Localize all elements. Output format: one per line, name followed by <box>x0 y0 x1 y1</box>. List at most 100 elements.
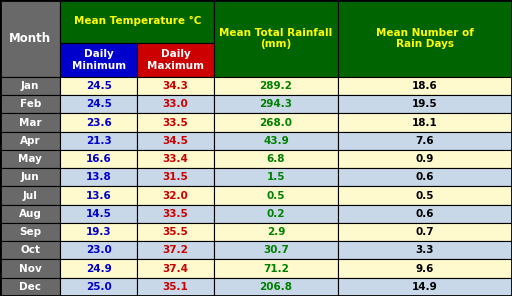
Text: 14.5: 14.5 <box>86 209 112 219</box>
Bar <box>214 205 338 223</box>
Text: Nov: Nov <box>19 264 41 274</box>
Text: Jun: Jun <box>21 172 39 182</box>
Text: 33.0: 33.0 <box>163 99 188 109</box>
Text: 31.5: 31.5 <box>163 172 188 182</box>
Text: 9.6: 9.6 <box>416 264 434 274</box>
Bar <box>60 223 137 241</box>
Text: 33.5: 33.5 <box>163 209 188 219</box>
Bar <box>214 95 338 113</box>
Bar <box>137 77 214 95</box>
Bar <box>0 186 60 205</box>
Bar <box>60 77 137 95</box>
Text: 37.2: 37.2 <box>163 245 188 255</box>
Text: 1.5: 1.5 <box>267 172 285 182</box>
Text: Feb: Feb <box>19 99 41 109</box>
Text: 13.8: 13.8 <box>86 172 112 182</box>
Text: Oct: Oct <box>20 245 40 255</box>
Bar <box>137 186 214 205</box>
Text: 0.5: 0.5 <box>416 191 434 201</box>
Bar <box>214 223 338 241</box>
Text: 206.8: 206.8 <box>260 282 292 292</box>
Bar <box>137 168 214 186</box>
Text: 25.0: 25.0 <box>86 282 112 292</box>
Bar <box>214 0 338 77</box>
Text: 0.6: 0.6 <box>416 209 434 219</box>
Text: 18.1: 18.1 <box>412 118 438 128</box>
Text: 0.5: 0.5 <box>267 191 285 201</box>
Text: 21.3: 21.3 <box>86 136 112 146</box>
Text: 0.2: 0.2 <box>267 209 285 219</box>
Text: 16.6: 16.6 <box>86 154 112 164</box>
Text: 19.3: 19.3 <box>86 227 112 237</box>
Text: 35.1: 35.1 <box>163 282 188 292</box>
Text: Apr: Apr <box>20 136 40 146</box>
Text: 34.5: 34.5 <box>163 136 188 146</box>
Bar <box>0 95 60 113</box>
Text: 24.5: 24.5 <box>86 81 112 91</box>
Text: 24.9: 24.9 <box>86 264 112 274</box>
Text: 23.6: 23.6 <box>86 118 112 128</box>
Bar <box>214 186 338 205</box>
Bar <box>137 132 214 150</box>
Bar <box>60 241 137 260</box>
Text: 7.6: 7.6 <box>416 136 434 146</box>
Bar <box>338 77 512 95</box>
Text: 0.6: 0.6 <box>416 172 434 182</box>
Bar <box>338 0 512 77</box>
Bar <box>338 241 512 260</box>
Text: 294.3: 294.3 <box>260 99 292 109</box>
Bar <box>214 278 338 296</box>
Bar <box>0 223 60 241</box>
Bar <box>0 205 60 223</box>
Text: Jan: Jan <box>21 81 39 91</box>
Text: Month: Month <box>9 32 51 45</box>
Text: 0.9: 0.9 <box>416 154 434 164</box>
Bar <box>60 260 137 278</box>
Bar <box>60 0 214 43</box>
Text: Mar: Mar <box>19 118 41 128</box>
Text: 32.0: 32.0 <box>163 191 188 201</box>
Bar <box>0 168 60 186</box>
Bar <box>137 113 214 132</box>
Text: 13.6: 13.6 <box>86 191 112 201</box>
Bar <box>338 278 512 296</box>
Bar <box>60 278 137 296</box>
Text: 33.4: 33.4 <box>163 154 188 164</box>
Bar <box>338 132 512 150</box>
Text: Dec: Dec <box>19 282 41 292</box>
Bar <box>338 205 512 223</box>
Bar <box>338 186 512 205</box>
Bar <box>60 186 137 205</box>
Text: 6.8: 6.8 <box>267 154 285 164</box>
Bar <box>338 150 512 168</box>
Bar <box>60 150 137 168</box>
Text: Mean Total Rainfall
(mm): Mean Total Rainfall (mm) <box>219 28 333 49</box>
Text: 37.4: 37.4 <box>163 264 188 274</box>
Text: Jul: Jul <box>23 191 38 201</box>
Bar <box>214 132 338 150</box>
Text: 268.0: 268.0 <box>260 118 292 128</box>
Bar <box>0 260 60 278</box>
Bar <box>60 205 137 223</box>
Bar <box>214 150 338 168</box>
Text: 71.2: 71.2 <box>263 264 289 274</box>
Text: Mean Temperature °C: Mean Temperature °C <box>74 16 201 27</box>
Bar <box>137 278 214 296</box>
Text: Daily
Maximum: Daily Maximum <box>147 49 204 71</box>
Bar <box>0 278 60 296</box>
Text: 289.2: 289.2 <box>260 81 292 91</box>
Bar <box>60 168 137 186</box>
Bar <box>60 113 137 132</box>
Text: 24.5: 24.5 <box>86 99 112 109</box>
Bar <box>0 0 60 77</box>
Bar <box>0 150 60 168</box>
Bar <box>214 168 338 186</box>
Text: Mean Number of
Rain Days: Mean Number of Rain Days <box>376 28 474 49</box>
Bar <box>137 150 214 168</box>
Bar <box>60 95 137 113</box>
Bar <box>214 113 338 132</box>
Bar <box>0 241 60 260</box>
Bar <box>137 43 214 77</box>
Bar <box>60 132 137 150</box>
Bar <box>214 241 338 260</box>
